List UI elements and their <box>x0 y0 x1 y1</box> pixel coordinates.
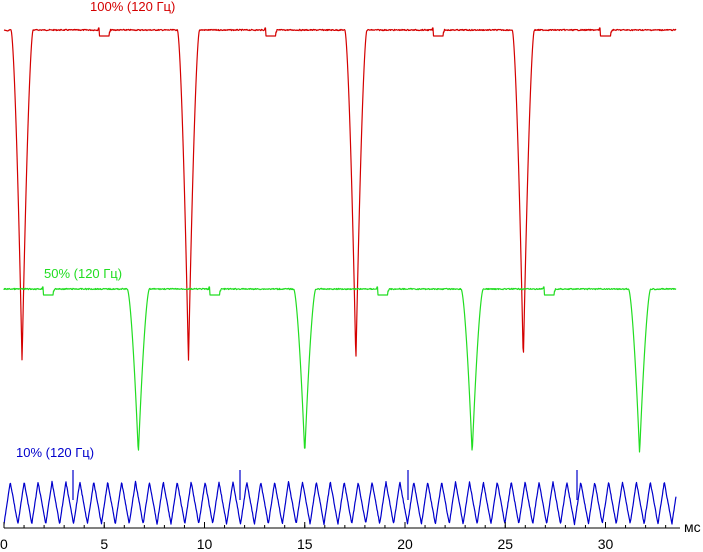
x-tick-label: 20 <box>397 536 413 552</box>
x-axis-label: мс <box>684 519 701 535</box>
x-tick-label: 0 <box>0 536 8 552</box>
x-tick-label: 30 <box>598 536 614 552</box>
series-label: 100% (120 Гц) <box>90 0 175 14</box>
series-label: 10% (120 Гц) <box>16 445 94 460</box>
x-tick-label: 15 <box>297 536 313 552</box>
series-labels: 100% (120 Гц) 50% (120 Гц) 10% (120 Гц) <box>16 0 175 460</box>
series-line-100 <box>3 27 677 361</box>
x-tick-label: 10 <box>197 536 213 552</box>
series-layer <box>3 27 677 526</box>
series-label: 50% (120 Гц) <box>44 266 122 281</box>
series-line-10 <box>3 480 677 526</box>
x-tick-label: 25 <box>497 536 513 552</box>
series-line-50 <box>3 286 677 453</box>
x-tick-label: 5 <box>100 536 108 552</box>
x-ticks: 0 5 10 15 20 25 30 <box>0 522 667 552</box>
